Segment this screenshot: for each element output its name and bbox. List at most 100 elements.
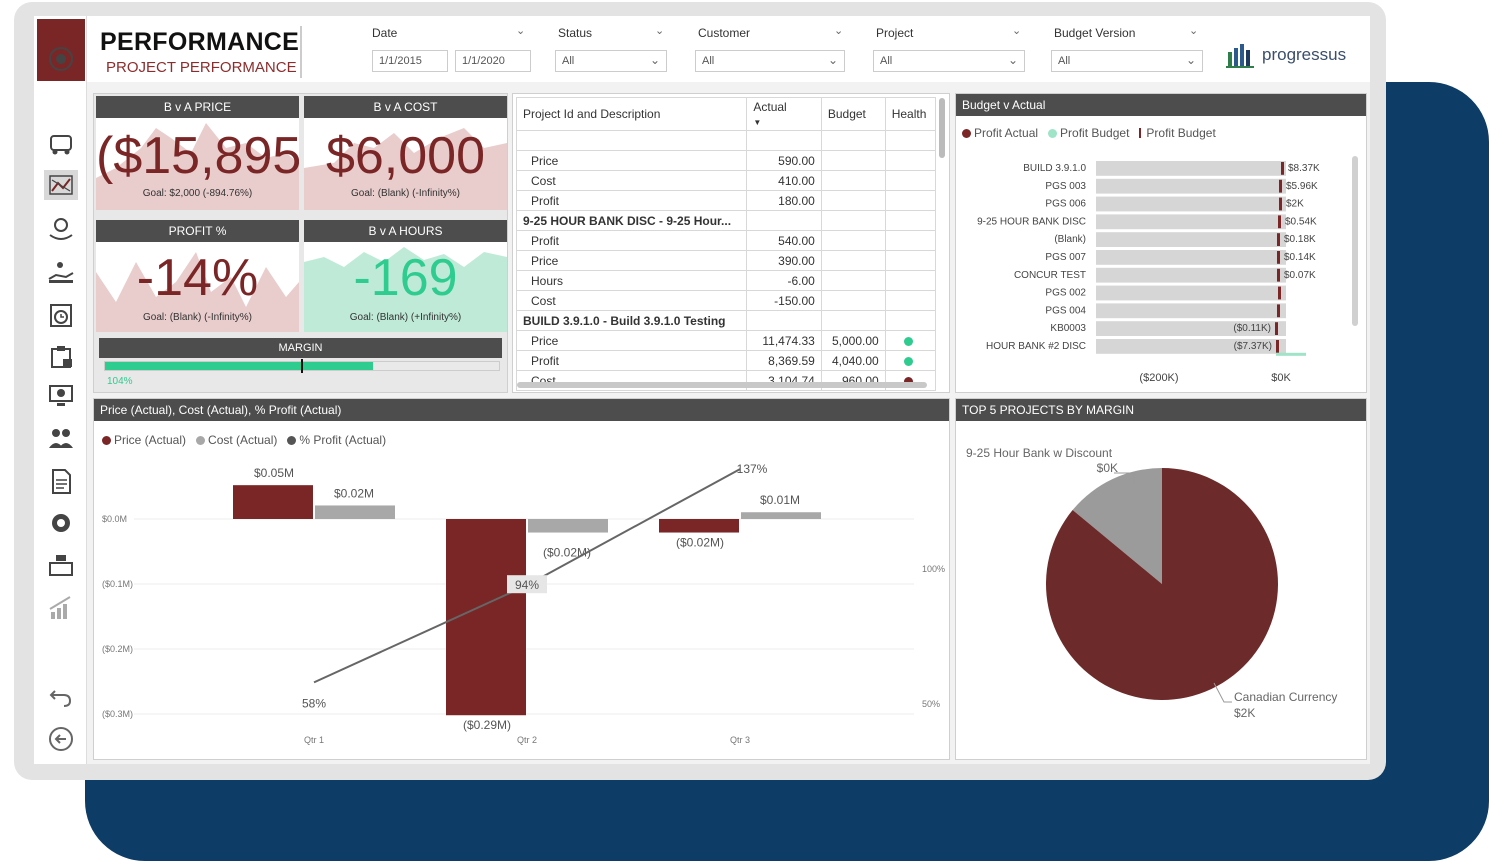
cost-data-label: ($0.02M) bbox=[543, 546, 591, 560]
price-data-label: ($0.02M) bbox=[676, 536, 724, 550]
table-row[interactable]: Profit 8,369.59 4,040.00 bbox=[515, 350, 937, 371]
money-hands-icon[interactable] bbox=[44, 214, 78, 244]
table-row[interactable]: Cost 410.00 bbox=[515, 170, 937, 191]
clipboard-lock-icon[interactable] bbox=[44, 342, 78, 372]
back-arrow-icon[interactable] bbox=[44, 724, 78, 754]
gear-target-icon[interactable] bbox=[44, 44, 78, 74]
budget-bar[interactable] bbox=[1096, 232, 1286, 247]
status-select[interactable]: All ⌄ bbox=[555, 50, 667, 72]
budget-bar[interactable] bbox=[1096, 285, 1286, 301]
budget-bar[interactable] bbox=[1096, 196, 1286, 212]
undo-icon[interactable] bbox=[44, 680, 78, 710]
truck-icon[interactable] bbox=[44, 128, 78, 158]
date-from-input[interactable]: 1/1/2015 bbox=[372, 50, 448, 72]
chevron-down-icon[interactable]: ⌄ bbox=[655, 25, 665, 37]
column-header-actual-label: Actual bbox=[753, 100, 787, 114]
health-cell bbox=[884, 170, 937, 191]
legend-item[interactable]: Profit Actual bbox=[962, 126, 1038, 140]
table-group-row[interactable]: BUILD 3.9.1.0 - Build 3.9.1.0 Testing bbox=[515, 310, 937, 331]
table-row[interactable]: Profit 540.00 bbox=[515, 230, 937, 251]
people-icon[interactable] bbox=[44, 423, 78, 453]
chevron-down-icon[interactable]: ⌄ bbox=[516, 25, 526, 37]
pie-slice[interactable] bbox=[1072, 468, 1162, 584]
column-header-project[interactable]: Project Id and Description bbox=[515, 97, 748, 131]
row-label: Profit bbox=[515, 350, 748, 371]
slice-label: Canadian Currency bbox=[1234, 690, 1337, 704]
cost-bar[interactable] bbox=[528, 519, 608, 533]
price-bar[interactable] bbox=[233, 485, 313, 519]
table-horizontal-scrollbar[interactable] bbox=[517, 382, 927, 388]
customer-select[interactable]: All ⌄ bbox=[695, 50, 845, 72]
hand-money-icon[interactable] bbox=[44, 257, 78, 287]
budget-bar[interactable] bbox=[1096, 303, 1286, 319]
chevron-down-icon[interactable]: ⌄ bbox=[834, 25, 844, 37]
kpi-profit-card[interactable]: -14% Goal: (Blank) (-Infinity%) bbox=[96, 242, 299, 332]
document-icon[interactable] bbox=[44, 466, 78, 496]
legend-item[interactable]: Price (Actual) bbox=[102, 433, 186, 447]
table-vertical-scrollbar[interactable] bbox=[939, 98, 945, 158]
table-row[interactable]: Price 390.00 bbox=[515, 250, 937, 271]
label-background bbox=[507, 575, 547, 594]
clock-icon[interactable] bbox=[44, 300, 78, 330]
chevron-down-icon[interactable]: ⌄ bbox=[1012, 25, 1022, 37]
legend-item[interactable]: % Profit (Actual) bbox=[287, 433, 386, 447]
actual-marker bbox=[1277, 251, 1280, 264]
table-row[interactable]: Hours -6.00 bbox=[515, 270, 937, 291]
date-filter-label: Date bbox=[372, 26, 398, 40]
kpi-profit-sparkline bbox=[96, 252, 299, 332]
gear-icon[interactable] bbox=[44, 508, 78, 538]
monitor-gear-icon[interactable] bbox=[44, 381, 78, 411]
health-cell bbox=[884, 350, 937, 371]
health-cell bbox=[884, 290, 937, 311]
row-label: Profit bbox=[515, 230, 748, 251]
kpi-profit-goal: Goal: (Blank) (-Infinity%) bbox=[143, 312, 252, 323]
row-label: Price bbox=[515, 330, 748, 351]
budget-bar[interactable] bbox=[1096, 178, 1286, 194]
table-group-row[interactable]: 9-25 HOUR BANK DISC - 9-25 Hour... bbox=[515, 210, 937, 231]
health-cell bbox=[884, 150, 937, 171]
column-header-health[interactable]: Health bbox=[884, 97, 937, 131]
kpi-cost-card[interactable]: $6,000 Goal: (Blank) (-Infinity%) bbox=[304, 118, 507, 210]
column-header-actual[interactable]: Actual ▼ bbox=[746, 97, 822, 131]
chevron-down-icon: ⌄ bbox=[827, 53, 838, 67]
project-table: Project Id and Description Actual ▼ Budge… bbox=[515, 97, 937, 391]
cost-bar[interactable] bbox=[741, 512, 821, 519]
date-to-input[interactable]: 1/1/2020 bbox=[455, 50, 531, 72]
chart-x-icon[interactable] bbox=[44, 170, 78, 200]
legend-item[interactable]: Cost (Actual) bbox=[196, 433, 277, 447]
budget-bar[interactable] bbox=[1096, 267, 1286, 283]
legend-item[interactable]: Profit Budget bbox=[1139, 126, 1216, 140]
table-row[interactable]: Cost -150.00 bbox=[515, 290, 937, 311]
budget-version-select[interactable]: All ⌄ bbox=[1051, 50, 1203, 72]
budget-bar[interactable] bbox=[1096, 339, 1286, 354]
cash-register-icon[interactable] bbox=[44, 550, 78, 580]
actual-cell: 11,474.33 bbox=[746, 330, 822, 351]
budget-cell bbox=[820, 210, 886, 231]
profit-pct-label: 94% bbox=[515, 578, 539, 592]
legend-item[interactable]: Profit Budget bbox=[1048, 126, 1129, 140]
chevron-down-icon[interactable]: ⌄ bbox=[1189, 25, 1199, 37]
x-axis-tick: Qtr 1 bbox=[304, 735, 324, 745]
customer-value: All bbox=[702, 55, 715, 67]
table-header-row: Project Id and Description Actual ▼ Budge… bbox=[515, 97, 937, 131]
budget-bar[interactable] bbox=[1096, 161, 1286, 176]
project-select[interactable]: All ⌄ bbox=[873, 50, 1025, 72]
growth-chart-icon[interactable] bbox=[44, 592, 78, 622]
pie-slice[interactable] bbox=[1046, 468, 1278, 700]
budget-bar[interactable] bbox=[1096, 214, 1286, 230]
table-row[interactable]: Profit 180.00 bbox=[515, 190, 937, 211]
combo-chart: $0.0M ($0.1M) ($0.2M) ($0.3M) 100% 50% $0.05M $… bbox=[102, 462, 945, 745]
column-header-budget[interactable]: Budget bbox=[820, 97, 886, 131]
table-row[interactable]: Price 590.00 bbox=[515, 150, 937, 171]
kpi-hours-card[interactable]: -169 Goal: (Blank) (+Infinity%) bbox=[304, 242, 507, 332]
price-bar[interactable] bbox=[659, 519, 739, 533]
chart-scrollbar[interactable] bbox=[1352, 156, 1358, 326]
budget-bar[interactable] bbox=[1096, 321, 1286, 336]
kpi-hours-goal: Goal: (Blank) (+Infinity%) bbox=[349, 312, 462, 323]
cost-bar[interactable] bbox=[315, 505, 395, 519]
kpi-price-card[interactable]: ($15,895) Goal: $2,000 (-894.76%) bbox=[96, 118, 299, 210]
budget-marker bbox=[1276, 352, 1306, 356]
y2-axis-tick: 50% bbox=[922, 699, 940, 709]
budget-bar[interactable] bbox=[1096, 250, 1286, 265]
table-row[interactable]: Price 11,474.33 5,000.00 bbox=[515, 330, 937, 351]
